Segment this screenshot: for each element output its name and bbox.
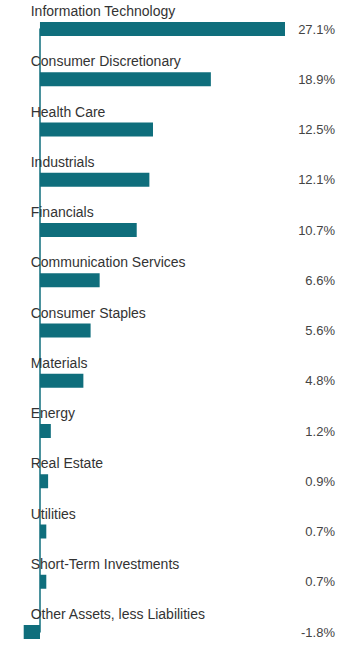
svg-text:4.8%: 4.8% [305, 373, 335, 388]
svg-text:Real Estate: Real Estate [31, 455, 104, 471]
svg-text:6.6%: 6.6% [305, 273, 335, 288]
svg-text:Materials: Materials [31, 355, 88, 371]
svg-text:Utilities: Utilities [31, 506, 76, 522]
svg-text:Energy: Energy [31, 405, 75, 421]
svg-text:5.6%: 5.6% [305, 323, 335, 338]
svg-text:10.7%: 10.7% [298, 223, 335, 238]
svg-text:1.2%: 1.2% [305, 424, 335, 439]
svg-text:0.7%: 0.7% [305, 524, 335, 539]
svg-text:27.1%: 27.1% [298, 22, 335, 37]
svg-text:0.7%: 0.7% [305, 574, 335, 589]
svg-text:Other Assets, less Liabilities: Other Assets, less Liabilities [31, 606, 205, 622]
svg-text:Information Technology: Information Technology [31, 3, 176, 19]
svg-text:Short-Term Investments: Short-Term Investments [31, 556, 180, 572]
svg-text:Financials: Financials [31, 204, 94, 220]
svg-text:Health Care: Health Care [31, 104, 106, 120]
svg-text:12.5%: 12.5% [298, 122, 335, 137]
svg-text:-1.8%: -1.8% [301, 625, 335, 640]
svg-text:0.9%: 0.9% [305, 474, 335, 489]
svg-text:Communication Services: Communication Services [31, 254, 186, 270]
svg-text:Industrials: Industrials [31, 154, 95, 170]
svg-text:Consumer Discretionary: Consumer Discretionary [31, 53, 181, 69]
svg-text:12.1%: 12.1% [298, 172, 335, 187]
svg-text:18.9%: 18.9% [298, 72, 335, 87]
svg-text:Consumer Staples: Consumer Staples [31, 305, 146, 321]
